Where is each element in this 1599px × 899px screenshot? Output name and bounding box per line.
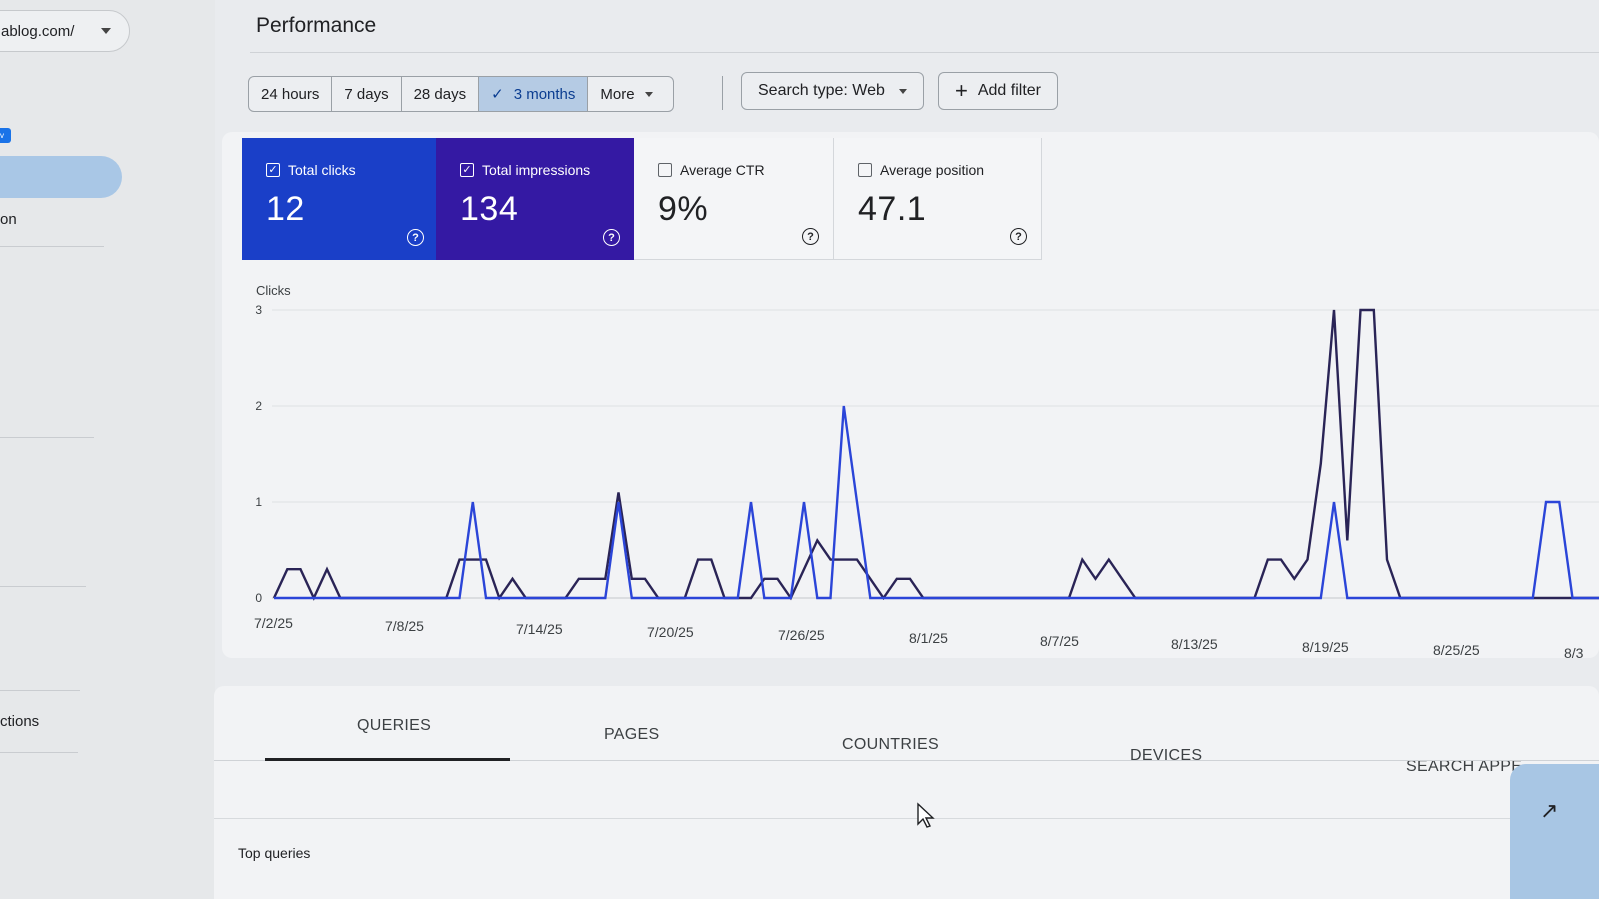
help-icon[interactable]: ? [802, 228, 819, 245]
sidebar-divider [0, 246, 104, 247]
sidebar-item-label[interactable]: ctions [0, 713, 40, 730]
dropdown-arrow-icon [898, 88, 907, 94]
range-more-button[interactable]: More [588, 77, 672, 111]
metric-label: Total impressions [482, 162, 591, 178]
series-total-impressions-line [272, 308, 1599, 601]
table-divider [214, 818, 1599, 819]
metric-label: Average position [880, 162, 985, 178]
y-tick-label: 2 [255, 399, 262, 413]
tab-search-appearance[interactable]: SEARCH APPE [1406, 758, 1523, 775]
range-24-hours-button[interactable]: 24 hours [249, 77, 333, 111]
x-tick-label: 7/14/25 [516, 621, 563, 637]
mouse-cursor-icon [917, 802, 935, 828]
help-icon[interactable]: ? [1010, 228, 1027, 245]
sidebar-divider [0, 752, 78, 753]
header-divider [250, 52, 1599, 53]
active-tab-indicator [265, 758, 510, 761]
dropdown-arrow-icon [644, 91, 653, 97]
series-total-clicks-line [274, 405, 1599, 600]
metric-label: Average CTR [680, 162, 765, 178]
x-tick-label: 7/26/25 [778, 627, 825, 643]
x-tick-label: 8/13/25 [1171, 636, 1218, 652]
x-tick-label: 7/8/25 [385, 618, 424, 634]
sidebar-divider [0, 437, 94, 438]
tab-pages[interactable]: PAGES [604, 726, 660, 743]
feedback-panel-button[interactable] [1510, 764, 1599, 899]
search-type-button[interactable]: Search type: Web [741, 72, 924, 110]
add-filter-label: Add filter [977, 82, 1041, 99]
checkbox-unchecked-icon[interactable] [858, 163, 872, 177]
table-section-title: Top queries [238, 845, 311, 861]
report-table-card [214, 686, 1599, 899]
sidebar-divider [0, 690, 80, 691]
x-tick-label: 7/20/25 [647, 624, 694, 640]
y-axis-title: Clicks [256, 283, 291, 298]
metric-average-ctr[interactable]: Average CTR 9% ? [634, 138, 834, 260]
checkbox-checked-icon[interactable]: ✓ [460, 163, 474, 177]
search-type-label: Search type: Web [758, 82, 885, 99]
property-url: ablog.com/ [1, 22, 75, 40]
y-tick-label: 3 [255, 303, 262, 317]
x-tick-label: 7/2/25 [254, 615, 293, 631]
metric-label: Total clicks [288, 162, 356, 178]
sidebar-item-performance[interactable] [0, 156, 122, 198]
property-selector[interactable]: ablog.com/ [0, 10, 130, 52]
y-tick-label: 1 [255, 495, 262, 509]
y-tick-label: 0 [255, 591, 262, 605]
range-label: 28 days [413, 85, 467, 103]
chevron-down-icon [101, 28, 111, 34]
x-tick-label: 8/1/25 [909, 630, 948, 646]
plus-icon: + [955, 78, 968, 103]
metric-average-position[interactable]: Average position 47.1 ? [834, 138, 1042, 260]
range-7-days-button[interactable]: 7 days [332, 77, 402, 111]
metric-value: 9% [658, 190, 709, 228]
tab-devices[interactable]: DEVICES [1130, 747, 1203, 764]
tab-countries[interactable]: COUNTRIES [842, 736, 939, 753]
trending-icon: ↗ [1540, 798, 1559, 823]
range-label: 7 days [344, 85, 389, 103]
filter-separator [722, 76, 723, 110]
range-label: 3 months [513, 85, 576, 103]
tabs-divider [214, 760, 1599, 761]
tab-queries[interactable]: QUERIES [357, 717, 432, 734]
add-filter-button[interactable]: + Add filter [938, 72, 1058, 110]
metric-value: 12 [266, 190, 305, 228]
x-tick-label: 8/19/25 [1302, 639, 1349, 655]
help-icon[interactable]: ? [603, 229, 620, 246]
x-tick-label: 8/25/25 [1433, 642, 1480, 658]
check-icon: ✓ [491, 86, 504, 103]
date-range-selector: 24 hours 7 days 28 days ✓ 3 months More [248, 76, 674, 112]
range-3-months-button[interactable]: ✓ 3 months [479, 77, 589, 111]
metric-total-clicks[interactable]: ✓ Total clicks 12 ? [242, 138, 438, 260]
sidebar-divider [0, 586, 86, 587]
sidebar: ablog.com/ v on ctions [0, 0, 215, 899]
range-28-days-button[interactable]: 28 days [402, 77, 480, 111]
sidebar-item-label[interactable]: on [0, 211, 17, 228]
range-label: 24 hours [261, 85, 320, 103]
new-badge: v [0, 128, 11, 143]
checkbox-checked-icon[interactable]: ✓ [266, 163, 280, 177]
page-title: Performance [256, 14, 377, 37]
metric-value: 47.1 [858, 190, 927, 228]
metric-value: 134 [460, 190, 519, 228]
x-tick-label: 8/3 [1564, 645, 1584, 661]
help-icon[interactable]: ? [407, 229, 424, 246]
checkbox-unchecked-icon[interactable] [658, 163, 672, 177]
x-tick-label: 8/7/25 [1040, 633, 1079, 649]
range-label: More [600, 85, 635, 103]
metric-total-impressions[interactable]: ✓ Total impressions 134 ? [436, 138, 634, 260]
